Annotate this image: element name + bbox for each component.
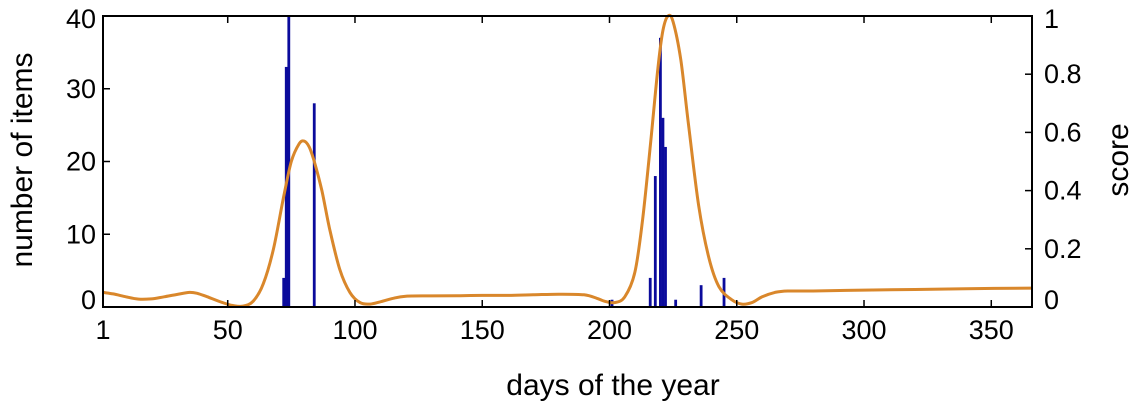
y-right-tick-label: 0.4 <box>1044 176 1082 206</box>
bar <box>699 285 703 307</box>
y-left-tick-label: 20 <box>66 147 96 177</box>
y-left-tick-label: 10 <box>66 219 96 249</box>
bar <box>661 117 665 307</box>
bar <box>287 16 291 307</box>
bar <box>674 299 678 307</box>
y-axis-left-title: number of items <box>6 52 39 267</box>
bar <box>653 176 657 307</box>
bar <box>659 37 662 307</box>
y-axis-right: 0 0.2 0.4 0.6 0.8 1 <box>1025 4 1082 315</box>
x-axis: 1 50 100 150 200 250 300 350 <box>95 16 1014 345</box>
bar <box>648 277 652 307</box>
y-left-tick-label: 40 <box>66 4 96 34</box>
bar <box>312 103 316 307</box>
y-axis-left: 0 10 20 30 40 <box>66 4 110 315</box>
x-tick-label: 1 <box>95 315 110 345</box>
y-right-tick-label: 1 <box>1044 4 1059 34</box>
y-right-tick-label: 0.2 <box>1044 234 1082 264</box>
plot-frame <box>102 15 1033 308</box>
score-line-layer <box>102 13 1033 308</box>
bar <box>664 146 667 307</box>
x-axis-title: days of the year <box>506 369 719 402</box>
bar <box>282 277 286 307</box>
score-line <box>102 13 1033 308</box>
x-tick-label: 150 <box>460 315 505 345</box>
x-tick-label: 200 <box>587 315 632 345</box>
y-right-tick-label: 0.8 <box>1044 59 1082 89</box>
x-tick-label: 50 <box>213 315 243 345</box>
x-tick-label: 250 <box>714 315 759 345</box>
y-left-tick-label: 0 <box>81 285 96 315</box>
y-left-tick-label: 30 <box>66 74 96 104</box>
x-tick-label: 300 <box>841 315 886 345</box>
y-right-tick-label: 0.6 <box>1044 117 1082 147</box>
y-right-tick-label: 0 <box>1044 285 1059 315</box>
x-tick-label: 350 <box>969 315 1014 345</box>
x-tick-label: 100 <box>332 315 377 345</box>
y-axis-right-title: score <box>1102 123 1135 196</box>
